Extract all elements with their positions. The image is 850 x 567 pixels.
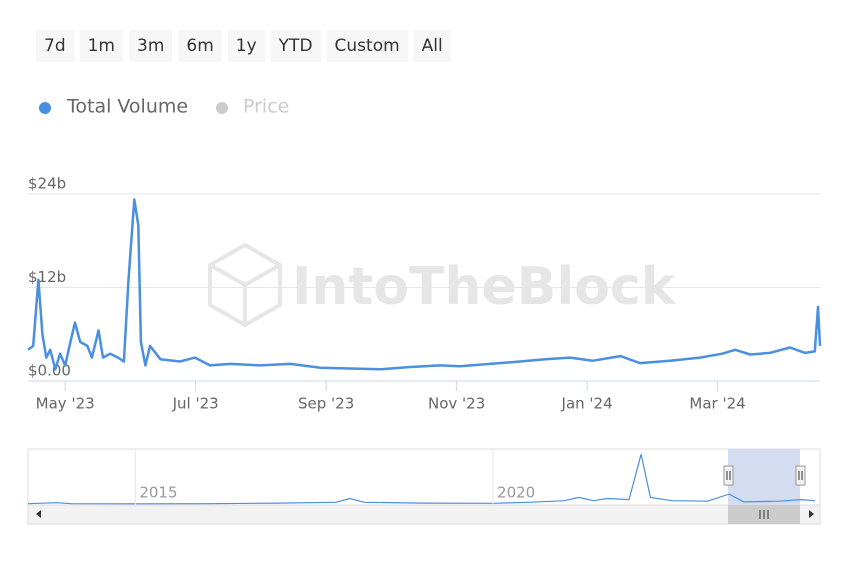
y-tick-label: $24b — [28, 175, 66, 193]
legend-label: Price — [243, 96, 289, 118]
x-tick-label: Sep '23 — [298, 395, 354, 413]
legend-marker — [39, 102, 51, 114]
range-button[interactable]: 1y — [227, 30, 265, 62]
navigator-mask — [728, 449, 800, 505]
legend-marker — [216, 102, 228, 114]
x-tick-label: Mar '24 — [689, 395, 745, 413]
scrollbar-track[interactable] — [27, 504, 821, 525]
navigator-tick-label: 2020 — [497, 484, 535, 502]
range-button[interactable]: All — [413, 30, 451, 62]
x-tick-label: Jul '23 — [172, 395, 219, 413]
range-button[interactable]: 6m — [178, 30, 222, 62]
y-tick-label: $12b — [28, 268, 66, 286]
y-tick-label: $0.00 — [28, 362, 71, 380]
x-tick-label: Nov '23 — [428, 395, 485, 413]
x-tick-label: May '23 — [36, 395, 95, 413]
range-button[interactable]: 1m — [79, 30, 123, 62]
range-button[interactable]: Custom — [326, 30, 408, 62]
scrollbar-grip — [759, 510, 769, 519]
navigator-line — [27, 454, 816, 505]
range-button[interactable]: 7d — [36, 30, 74, 62]
scroll-left[interactable] — [36, 510, 41, 518]
range-button[interactable]: YTD — [270, 30, 321, 62]
range-selector: 7d 1m 3m 6m 1y YTD Custom All — [36, 30, 451, 62]
series-line — [27, 198, 822, 371]
x-tick-label: Jan '24 — [561, 395, 613, 413]
handles[interactable] — [723, 465, 806, 486]
legend-label: Total Volume — [66, 96, 188, 118]
scroll-right[interactable] — [809, 510, 814, 518]
navigator-tick-label: 2015 — [139, 484, 177, 502]
watermark-logo — [208, 242, 282, 328]
range-button[interactable]: 3m — [129, 30, 173, 62]
navigator-frame — [27, 448, 821, 506]
